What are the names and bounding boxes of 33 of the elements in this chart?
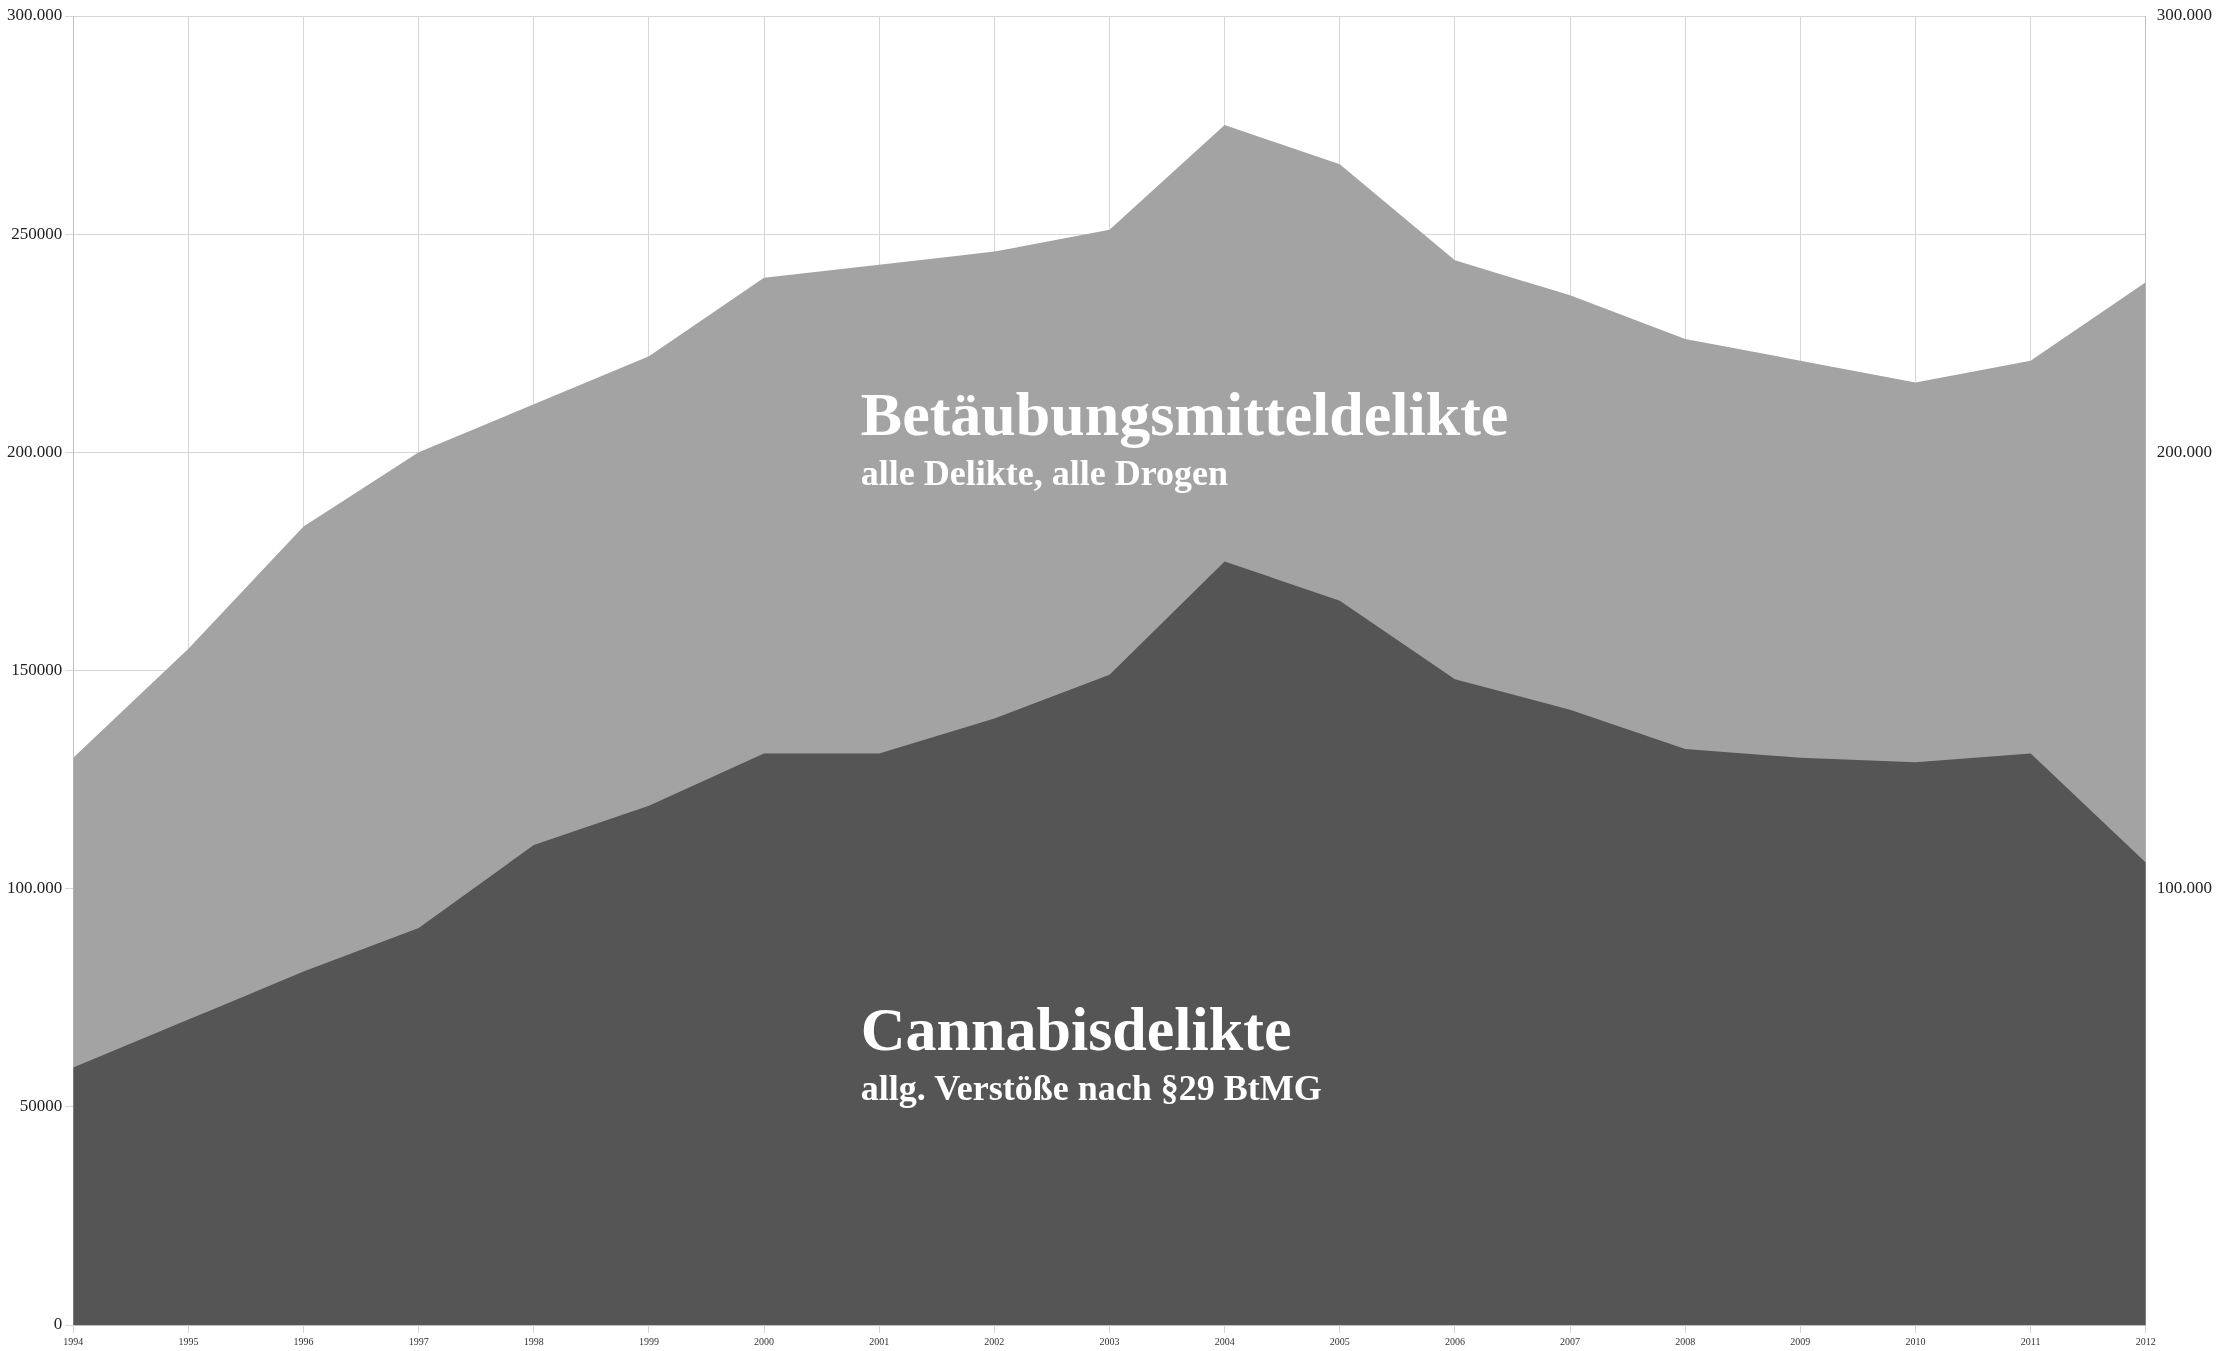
- x-tick-label: 2008: [1675, 1335, 1696, 1347]
- y-tick-label: 100.000: [7, 878, 63, 898]
- series-label: Cannabisdelikte: [860, 995, 1292, 1064]
- x-tick-label: 2010: [1905, 1335, 1926, 1347]
- x-tick-label: 2007: [1560, 1335, 1581, 1347]
- x-tick-label: 1999: [638, 1335, 659, 1347]
- y2-tick-label: 200.000: [2156, 441, 2212, 461]
- x-tick-label: 1998: [523, 1335, 544, 1347]
- x-tick-label: 1997: [408, 1335, 429, 1347]
- x-tick-label: 1995: [178, 1335, 199, 1347]
- y-tick-label: 0: [53, 1314, 63, 1334]
- x-tick-label: 2011: [2020, 1335, 2041, 1347]
- x-tick-label: 2002: [984, 1335, 1005, 1347]
- annotation: allg. Verstöße nach §29 BtMG: [860, 1068, 1322, 1109]
- x-tick-label: 2004: [1214, 1335, 1235, 1347]
- x-tick-label: 2003: [1099, 1335, 1120, 1347]
- y-tick-label: 250000: [11, 223, 63, 243]
- y-tick-label: 200.000: [7, 441, 63, 461]
- x-tick-label: 2009: [1790, 1335, 1811, 1347]
- x-tick-label: 2001: [869, 1335, 890, 1347]
- x-tick-label: 1996: [293, 1335, 314, 1347]
- y2-tick-label: 300.000: [2156, 5, 2212, 25]
- x-tick-label: 2005: [1329, 1335, 1350, 1347]
- x-tick-label: 2000: [754, 1335, 775, 1347]
- x-tick-label: 2012: [2135, 1335, 2156, 1347]
- y-tick-label: 50000: [19, 1096, 63, 1116]
- y-tick-label: 150000: [11, 659, 63, 679]
- x-tick-label: 1994: [63, 1335, 84, 1347]
- x-tick-label: 2006: [1444, 1335, 1465, 1347]
- y2-tick-label: 100.000: [2156, 878, 2212, 898]
- series-label: Betäubungsmitteldelikte: [860, 379, 1509, 448]
- annotation: alle Delikte, alle Drogen: [860, 452, 1229, 493]
- y-tick-label: 300.000: [7, 5, 63, 25]
